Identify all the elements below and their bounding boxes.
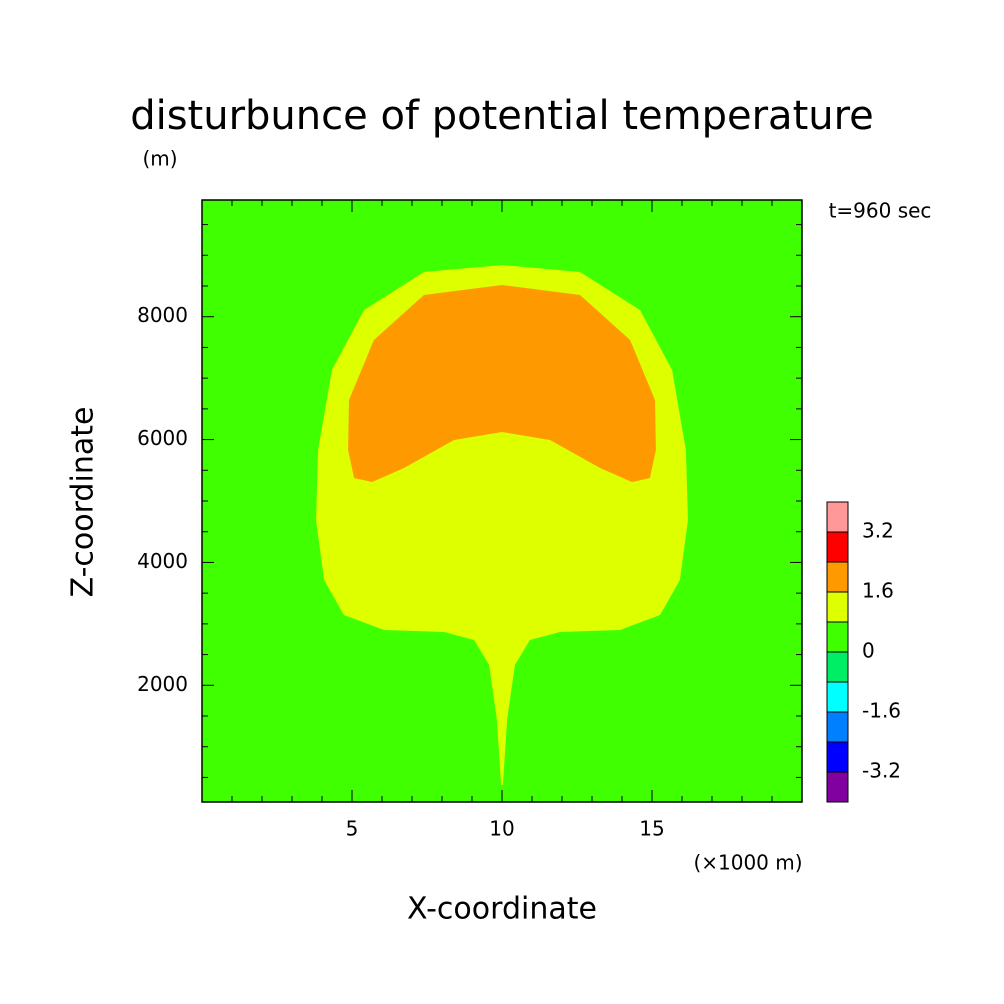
colorbar-tick-label: 1.6 [862, 579, 894, 603]
colorbar-bin [826, 741, 849, 773]
colorbar-bin [826, 501, 849, 533]
x-tick-label: 10 [489, 817, 514, 841]
y-tick-label: 4000 [137, 549, 188, 573]
colorbar-bin [826, 651, 849, 683]
colorbar-bin [826, 681, 849, 713]
time-label: t=960 sec [829, 199, 932, 223]
colorbar-bin [826, 591, 849, 623]
colorbar-tick-label: 3.2 [862, 519, 894, 543]
colorbar-tick-label: -3.2 [862, 759, 901, 783]
x-tick-label: 5 [346, 817, 359, 841]
colorbar-tick-label: 0 [862, 639, 875, 663]
y-tick-label: 6000 [137, 426, 188, 450]
y-unit: (m) [142, 147, 177, 171]
y-tick-label: 2000 [137, 672, 188, 696]
x-unit: (×1000 m) [693, 851, 802, 875]
colorbar-bin [826, 621, 849, 653]
colorbar-bin [826, 771, 849, 803]
colorbar-bin [826, 561, 849, 593]
colorbar-bin [826, 531, 849, 563]
colorbar-tick-label: -1.6 [862, 699, 901, 723]
x-tick-label: 15 [639, 817, 664, 841]
contour-region [348, 285, 656, 483]
x-axis-label: X-coordinate [407, 892, 597, 927]
chart-title: disturbunce of potential temperature [130, 93, 874, 139]
y-axis-label: Z-coordinate [66, 407, 101, 598]
y-tick-label: 8000 [137, 303, 188, 327]
colorbar-bin [826, 711, 849, 743]
